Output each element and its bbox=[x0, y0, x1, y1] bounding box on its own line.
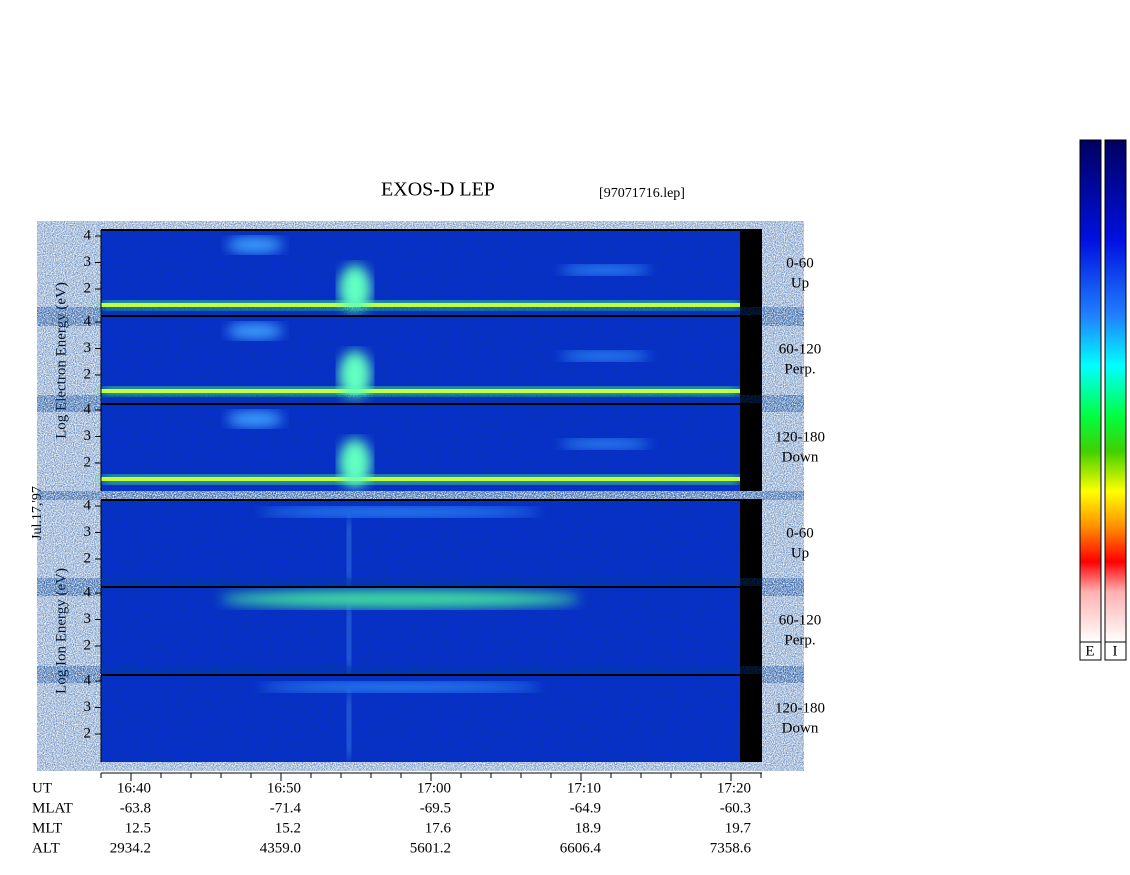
direction-range: 120-180 bbox=[775, 429, 825, 445]
y-axis-label: Log Ion Energy (eV) bbox=[53, 568, 69, 694]
direction-range: 60-120 bbox=[779, 341, 822, 357]
row-value: 15.2 bbox=[275, 820, 301, 836]
y-tick-label: 2 bbox=[84, 550, 92, 566]
y-tick-label: 4 bbox=[84, 313, 92, 329]
y-tick-label: 4 bbox=[84, 497, 92, 513]
y-tick-label: 3 bbox=[84, 340, 92, 356]
row-value: -69.5 bbox=[420, 800, 451, 816]
row-value: -60.3 bbox=[720, 800, 751, 816]
row-value: 17.6 bbox=[425, 820, 452, 836]
y-tick-label: 2 bbox=[84, 366, 92, 382]
y-tick-label: 3 bbox=[84, 611, 92, 627]
row-value: 6606.4 bbox=[560, 840, 602, 856]
direction-range: 0-60 bbox=[786, 255, 814, 271]
data-gap bbox=[740, 587, 762, 674]
data-gap bbox=[740, 316, 762, 403]
data-gap bbox=[740, 675, 762, 762]
spectrogram-patch bbox=[560, 265, 650, 275]
direction-name: Perp. bbox=[784, 361, 815, 377]
spectrogram-burst bbox=[339, 439, 371, 487]
y-tick-label: 4 bbox=[84, 227, 92, 243]
row-value: 18.9 bbox=[575, 820, 601, 836]
spectrogram-burst bbox=[339, 351, 371, 399]
row-value: -63.8 bbox=[120, 800, 151, 816]
spectrogram-band bbox=[101, 303, 740, 307]
colorbar-i bbox=[1104, 139, 1127, 643]
data-gap bbox=[740, 230, 762, 317]
y-axis-label: Log Electron Energy (eV) bbox=[53, 282, 69, 439]
colorbar-label-box bbox=[1079, 641, 1102, 661]
direction-name: Perp. bbox=[784, 632, 815, 648]
y-tick-label: 2 bbox=[84, 725, 92, 741]
y-tick-label: 4 bbox=[84, 672, 92, 688]
y-tick-label: 4 bbox=[84, 584, 92, 600]
title: EXOS-D LEP bbox=[381, 179, 495, 201]
data-gap bbox=[740, 500, 762, 587]
row-value: 19.7 bbox=[725, 820, 752, 836]
spectrogram-patch bbox=[560, 351, 650, 361]
direction-range: 60-120 bbox=[779, 612, 822, 628]
colorbar-label: I bbox=[1113, 643, 1118, 659]
date: Jul.17,'97 bbox=[30, 486, 45, 540]
y-tick-label: 2 bbox=[84, 454, 92, 470]
y-tick-label: 3 bbox=[84, 524, 92, 540]
row-value: 17:10 bbox=[567, 780, 601, 796]
row-name: UT bbox=[32, 780, 52, 796]
direction-range: 120-180 bbox=[775, 700, 825, 716]
row-value: 2934.2 bbox=[110, 840, 151, 856]
row-value: 7358.6 bbox=[710, 840, 752, 856]
direction-name: Down bbox=[782, 720, 819, 736]
row-value: 5601.2 bbox=[410, 840, 451, 856]
row-name: MLAT bbox=[32, 800, 73, 816]
spectrogram-streak bbox=[347, 695, 351, 757]
row-name: ALT bbox=[32, 840, 60, 856]
spectrogram-patch bbox=[227, 237, 283, 253]
direction-name: Up bbox=[791, 275, 809, 291]
row-value: 16:40 bbox=[117, 780, 151, 796]
spectrogram-band bbox=[220, 590, 580, 608]
spectrogram-band bbox=[101, 477, 740, 481]
row-value: 17:00 bbox=[417, 780, 451, 796]
colorbar-label: E bbox=[1085, 643, 1094, 659]
direction-name: Up bbox=[791, 545, 809, 561]
row-value: 17:20 bbox=[717, 780, 751, 796]
row-value: -64.9 bbox=[570, 800, 601, 816]
y-tick-label: 3 bbox=[84, 428, 92, 444]
row-value: 12.5 bbox=[125, 820, 151, 836]
y-tick-label: 3 bbox=[84, 254, 92, 270]
spectrogram-band bbox=[260, 682, 540, 692]
colorbar-e bbox=[1079, 139, 1102, 643]
spectrogram-band bbox=[101, 389, 740, 393]
row-value: 4359.0 bbox=[260, 840, 301, 856]
file-name: [97071716.lep] bbox=[599, 186, 685, 201]
direction-name: Down bbox=[782, 449, 819, 465]
row-value: -71.4 bbox=[270, 800, 302, 816]
spectrogram-streak bbox=[347, 607, 351, 669]
row-name: MLT bbox=[32, 820, 62, 836]
spectrogram-streak bbox=[347, 520, 351, 582]
spectrogram-band bbox=[260, 507, 540, 517]
y-tick-label: 3 bbox=[84, 699, 92, 715]
spectrogram-patch bbox=[560, 439, 650, 449]
y-tick-label: 2 bbox=[84, 637, 92, 653]
data-gap bbox=[740, 404, 762, 491]
row-value: 16:50 bbox=[267, 780, 301, 796]
direction-range: 0-60 bbox=[786, 525, 814, 541]
y-tick-label: 2 bbox=[84, 280, 92, 296]
spectrogram-patch bbox=[227, 411, 283, 427]
y-tick-label: 4 bbox=[84, 401, 92, 417]
colorbar-label-box bbox=[1104, 641, 1127, 661]
spectrogram-patch bbox=[227, 323, 283, 339]
spectrogram-burst bbox=[339, 265, 371, 313]
